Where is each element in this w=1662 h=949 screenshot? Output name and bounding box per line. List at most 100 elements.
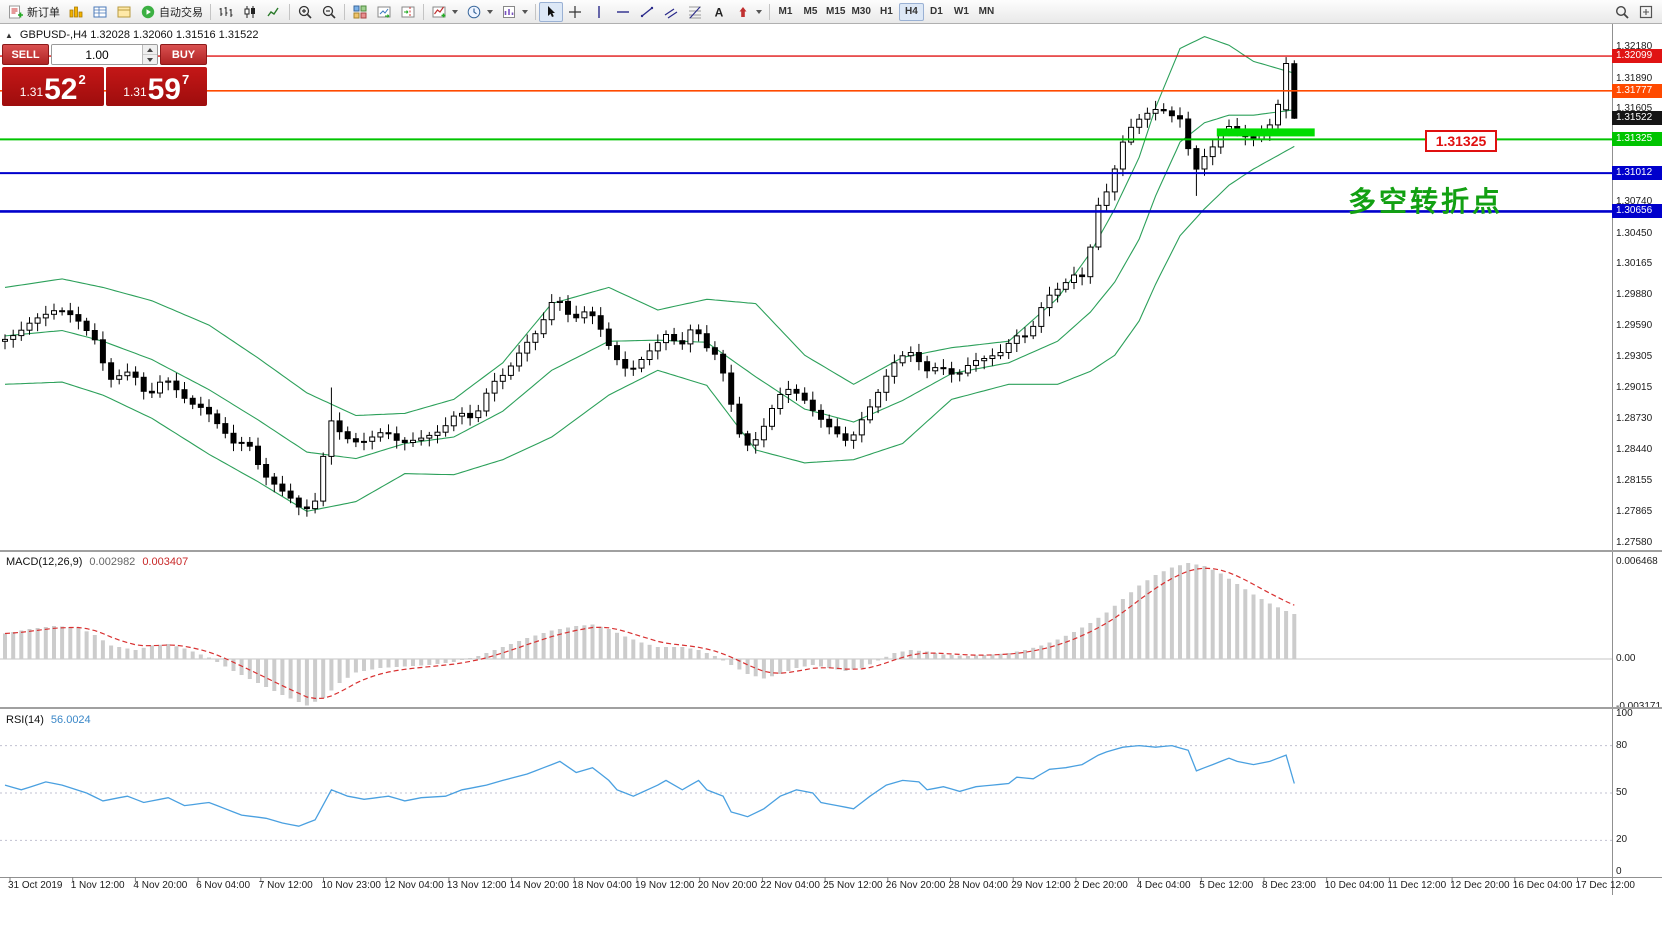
price-line-axis-label: 1.30656 bbox=[1612, 204, 1662, 219]
timeframe-mn-button[interactable]: MN bbox=[974, 3, 999, 21]
templates-button[interactable] bbox=[497, 2, 532, 22]
tile-windows-button[interactable] bbox=[348, 2, 372, 22]
time-axis-label: 4 Nov 20:00 bbox=[133, 880, 188, 891]
price-tick-label: 1.27865 bbox=[1616, 505, 1653, 517]
vertical-line-button[interactable] bbox=[587, 2, 611, 22]
line-chart-button[interactable] bbox=[262, 2, 286, 22]
price-tick-label: 1.30165 bbox=[1616, 258, 1653, 270]
buy-button[interactable]: BUY bbox=[160, 44, 207, 65]
rsi-title: RSI(14) bbox=[6, 714, 44, 726]
symbol-ohlc-text: GBPUSD-,H4 1.32028 1.32060 1.31516 1.315… bbox=[19, 29, 259, 41]
timeframe-w1-button[interactable]: W1 bbox=[949, 3, 974, 21]
price-tick-label: 1.29880 bbox=[1616, 288, 1653, 300]
price-tick-label: 1.30450 bbox=[1616, 227, 1653, 239]
chart-shift-button[interactable] bbox=[396, 2, 420, 22]
time-axis-label: 7 Nov 12:00 bbox=[258, 880, 313, 891]
navigator-button[interactable] bbox=[112, 2, 136, 22]
fibonacci-icon bbox=[689, 6, 701, 18]
timeframe-m30-button[interactable]: M30 bbox=[848, 3, 873, 21]
timeframe-m1-button[interactable]: M1 bbox=[773, 3, 798, 21]
time-axis-label: 28 Nov 04:00 bbox=[948, 880, 1009, 891]
time-axis-label: 11 Dec 12:00 bbox=[1387, 880, 1447, 891]
macd-title: MACD(12,26,9) bbox=[6, 556, 83, 568]
price-tick-label: 1.30740 bbox=[1616, 196, 1653, 208]
search-button[interactable] bbox=[1610, 2, 1634, 22]
time-axis-label: 25 Nov 12:00 bbox=[823, 880, 883, 891]
auto-scroll-button[interactable] bbox=[372, 2, 396, 22]
rsi-value: 56.0024 bbox=[50, 714, 91, 726]
macd-signal-value: 0.003407 bbox=[142, 556, 189, 568]
tile-windows-icon bbox=[353, 5, 367, 18]
macd-main-value: 0.002982 bbox=[89, 556, 136, 568]
timeframe-h4-button[interactable]: H4 bbox=[898, 2, 924, 21]
arrow-objects-button[interactable] bbox=[731, 2, 766, 22]
timeframe-h1-button[interactable]: H1 bbox=[874, 3, 899, 21]
time-axis-label: 17 Dec 12:00 bbox=[1575, 880, 1636, 891]
market-watch-button[interactable] bbox=[64, 2, 88, 22]
data-window-button[interactable] bbox=[88, 2, 112, 22]
collapse-panel-icon[interactable]: ▲ bbox=[5, 30, 13, 40]
horizontal-line-button[interactable] bbox=[611, 2, 635, 22]
sell-price-prefix: 1.31 bbox=[19, 85, 44, 99]
volume-down-button[interactable] bbox=[143, 55, 157, 64]
time-axis-label: 1 Nov 12:00 bbox=[70, 880, 125, 891]
periods-button[interactable] bbox=[462, 2, 497, 22]
text-label-button[interactable]: A bbox=[707, 2, 731, 22]
price-tick-label: 1.27580 bbox=[1616, 536, 1653, 548]
autotrading-button[interactable]: 自动交易 bbox=[136, 2, 207, 22]
zoom-in-button[interactable] bbox=[293, 2, 317, 22]
volume-up-button[interactable] bbox=[143, 45, 157, 55]
price-level-annotation[interactable]: 1.31325 bbox=[1425, 130, 1497, 152]
candlestick-chart-button[interactable] bbox=[238, 2, 262, 22]
time-axis-label: 14 Nov 20:00 bbox=[509, 880, 570, 891]
cursor-icon bbox=[548, 5, 555, 17]
channel-button[interactable] bbox=[659, 2, 683, 22]
time-axis-label: 16 Dec 04:00 bbox=[1512, 880, 1573, 891]
fibonacci-button[interactable] bbox=[683, 2, 707, 22]
indicators-button[interactable] bbox=[427, 2, 462, 22]
autotrading-button-label: 自动交易 bbox=[159, 6, 203, 19]
zoom-out-button[interactable] bbox=[317, 2, 341, 22]
cursor-button[interactable] bbox=[539, 1, 563, 22]
new-order-button-label: 新订单 bbox=[27, 6, 60, 19]
price-tick-label: 1.29590 bbox=[1616, 320, 1653, 332]
timeframe-m15-button[interactable]: M15 bbox=[823, 3, 848, 21]
macd-tick-label: 0.006468 bbox=[1616, 555, 1658, 567]
panel-splitter-macd[interactable] bbox=[0, 550, 1662, 552]
time-axis-label: 20 Nov 20:00 bbox=[697, 880, 758, 891]
buy-price-panel[interactable]: 1.31 59 7 bbox=[105, 67, 207, 106]
turning-point-annotation[interactable]: 多空转折点 bbox=[1348, 186, 1504, 217]
chart-shift-icon bbox=[401, 6, 415, 17]
zoom-in-icon bbox=[298, 5, 312, 19]
new-order-button[interactable]: 新订单 bbox=[4, 2, 64, 22]
time-axis-label: 8 Dec 23:00 bbox=[1262, 880, 1316, 891]
time-axis-label: 26 Nov 20:00 bbox=[885, 880, 946, 891]
rsi-tick-label: 100 bbox=[1616, 708, 1633, 719]
time-axis-label: 22 Nov 04:00 bbox=[760, 880, 820, 891]
line-chart-icon bbox=[267, 7, 279, 16]
trendline-icon bbox=[640, 6, 654, 17]
price-tick-label: 1.31605 bbox=[1616, 103, 1653, 115]
rsi-tick-label: 20 bbox=[1616, 834, 1628, 846]
time-axis-label: 12 Dec 20:00 bbox=[1450, 880, 1510, 891]
panel-splitter-rsi[interactable] bbox=[0, 707, 1662, 709]
crosshair-button[interactable] bbox=[563, 2, 587, 22]
bar-chart-button[interactable] bbox=[214, 2, 238, 22]
toolbar: 新订单 自动交易 A M1 M5 M15 M30 H1 H4 D1 W1 MN bbox=[0, 0, 1662, 24]
hline-icon bbox=[617, 10, 629, 13]
timeframe-m5-button[interactable]: M5 bbox=[798, 3, 823, 21]
time-axis-label: 19 Nov 12:00 bbox=[635, 880, 695, 891]
fullscreen-button[interactable] bbox=[1634, 2, 1658, 22]
candlestick-icon bbox=[244, 5, 255, 18]
buy-price-big: 59 bbox=[147, 72, 181, 106]
sell-button[interactable]: SELL bbox=[2, 44, 49, 65]
trendline-button[interactable] bbox=[635, 2, 659, 22]
time-axis-label: 5 Dec 12:00 bbox=[1199, 880, 1254, 891]
timeframe-d1-button[interactable]: D1 bbox=[924, 3, 949, 21]
indicators-icon bbox=[432, 6, 446, 17]
volume-input[interactable] bbox=[52, 45, 142, 64]
toolbar-separator bbox=[423, 3, 424, 20]
sell-price-panel[interactable]: 1.31 52 2 bbox=[2, 67, 104, 106]
